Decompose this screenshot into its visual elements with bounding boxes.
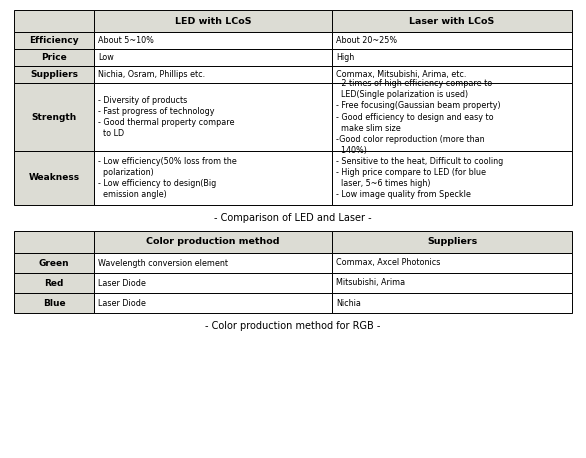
Bar — [14, 32, 94, 49]
Bar — [94, 83, 332, 151]
Text: About 5~10%: About 5~10% — [98, 36, 154, 45]
Text: - Sensitive to the heat, Difficult to cooling
- High price compare to LED (for b: - Sensitive to the heat, Difficult to co… — [336, 157, 503, 199]
Bar — [332, 253, 572, 273]
Text: - Low efficiency(50% loss from the
  polarization)
- Low efficiency to design(Bi: - Low efficiency(50% loss from the polar… — [98, 157, 237, 199]
Bar — [332, 83, 572, 151]
Text: Price: Price — [41, 53, 67, 62]
Bar — [94, 253, 332, 273]
Text: Color production method: Color production method — [146, 238, 280, 246]
Text: Low: Low — [98, 53, 114, 62]
Bar — [332, 151, 572, 205]
Bar — [94, 151, 332, 205]
Bar — [14, 66, 94, 83]
Bar — [14, 49, 94, 66]
Bar — [332, 293, 572, 313]
Bar — [14, 273, 94, 293]
Bar — [14, 10, 94, 32]
Text: Laser Diode: Laser Diode — [98, 299, 146, 307]
Text: Commax, Axcel Photonics: Commax, Axcel Photonics — [336, 258, 440, 267]
Text: - 2 times of high efficiency compare to
  LED(Single polarization is used)
- Fre: - 2 times of high efficiency compare to … — [336, 79, 500, 155]
Bar — [14, 253, 94, 273]
Bar — [332, 10, 572, 32]
Text: Nichia: Nichia — [336, 299, 361, 307]
Text: Red: Red — [45, 278, 64, 288]
Text: Nichia, Osram, Phillips etc.: Nichia, Osram, Phillips etc. — [98, 70, 205, 79]
Bar — [14, 293, 94, 313]
Bar — [94, 32, 332, 49]
Bar — [332, 49, 572, 66]
Bar — [332, 273, 572, 293]
Bar — [332, 32, 572, 49]
Text: Laser Diode: Laser Diode — [98, 278, 146, 288]
Text: Weakness: Weakness — [29, 174, 80, 182]
Bar — [94, 49, 332, 66]
Bar — [14, 83, 94, 151]
Text: Laser with LCoS: Laser with LCoS — [410, 16, 495, 26]
Text: LED with LCoS: LED with LCoS — [175, 16, 251, 26]
Bar — [94, 66, 332, 83]
Text: - Comparison of LED and Laser -: - Comparison of LED and Laser - — [214, 213, 372, 223]
Bar — [332, 231, 572, 253]
Text: High: High — [336, 53, 355, 62]
Text: Green: Green — [39, 258, 69, 267]
Text: Blue: Blue — [43, 299, 65, 307]
Text: Commax, Mitsubishi, Arima, etc.: Commax, Mitsubishi, Arima, etc. — [336, 70, 466, 79]
Text: Suppliers: Suppliers — [30, 70, 78, 79]
Bar — [94, 10, 332, 32]
Bar — [332, 66, 572, 83]
Text: Wavelength conversion element: Wavelength conversion element — [98, 258, 228, 267]
Text: - Color production method for RGB -: - Color production method for RGB - — [205, 321, 381, 331]
Text: Strength: Strength — [32, 113, 77, 121]
Bar — [14, 231, 94, 253]
Text: Mitsubishi, Arima: Mitsubishi, Arima — [336, 278, 405, 288]
Text: - Diversity of products
- Fast progress of technology
- Good thermal property co: - Diversity of products - Fast progress … — [98, 96, 234, 138]
Text: Suppliers: Suppliers — [427, 238, 477, 246]
Bar — [94, 273, 332, 293]
Bar — [94, 293, 332, 313]
Bar — [14, 151, 94, 205]
Bar — [94, 231, 332, 253]
Text: Efficiency: Efficiency — [29, 36, 79, 45]
Text: About 20~25%: About 20~25% — [336, 36, 397, 45]
